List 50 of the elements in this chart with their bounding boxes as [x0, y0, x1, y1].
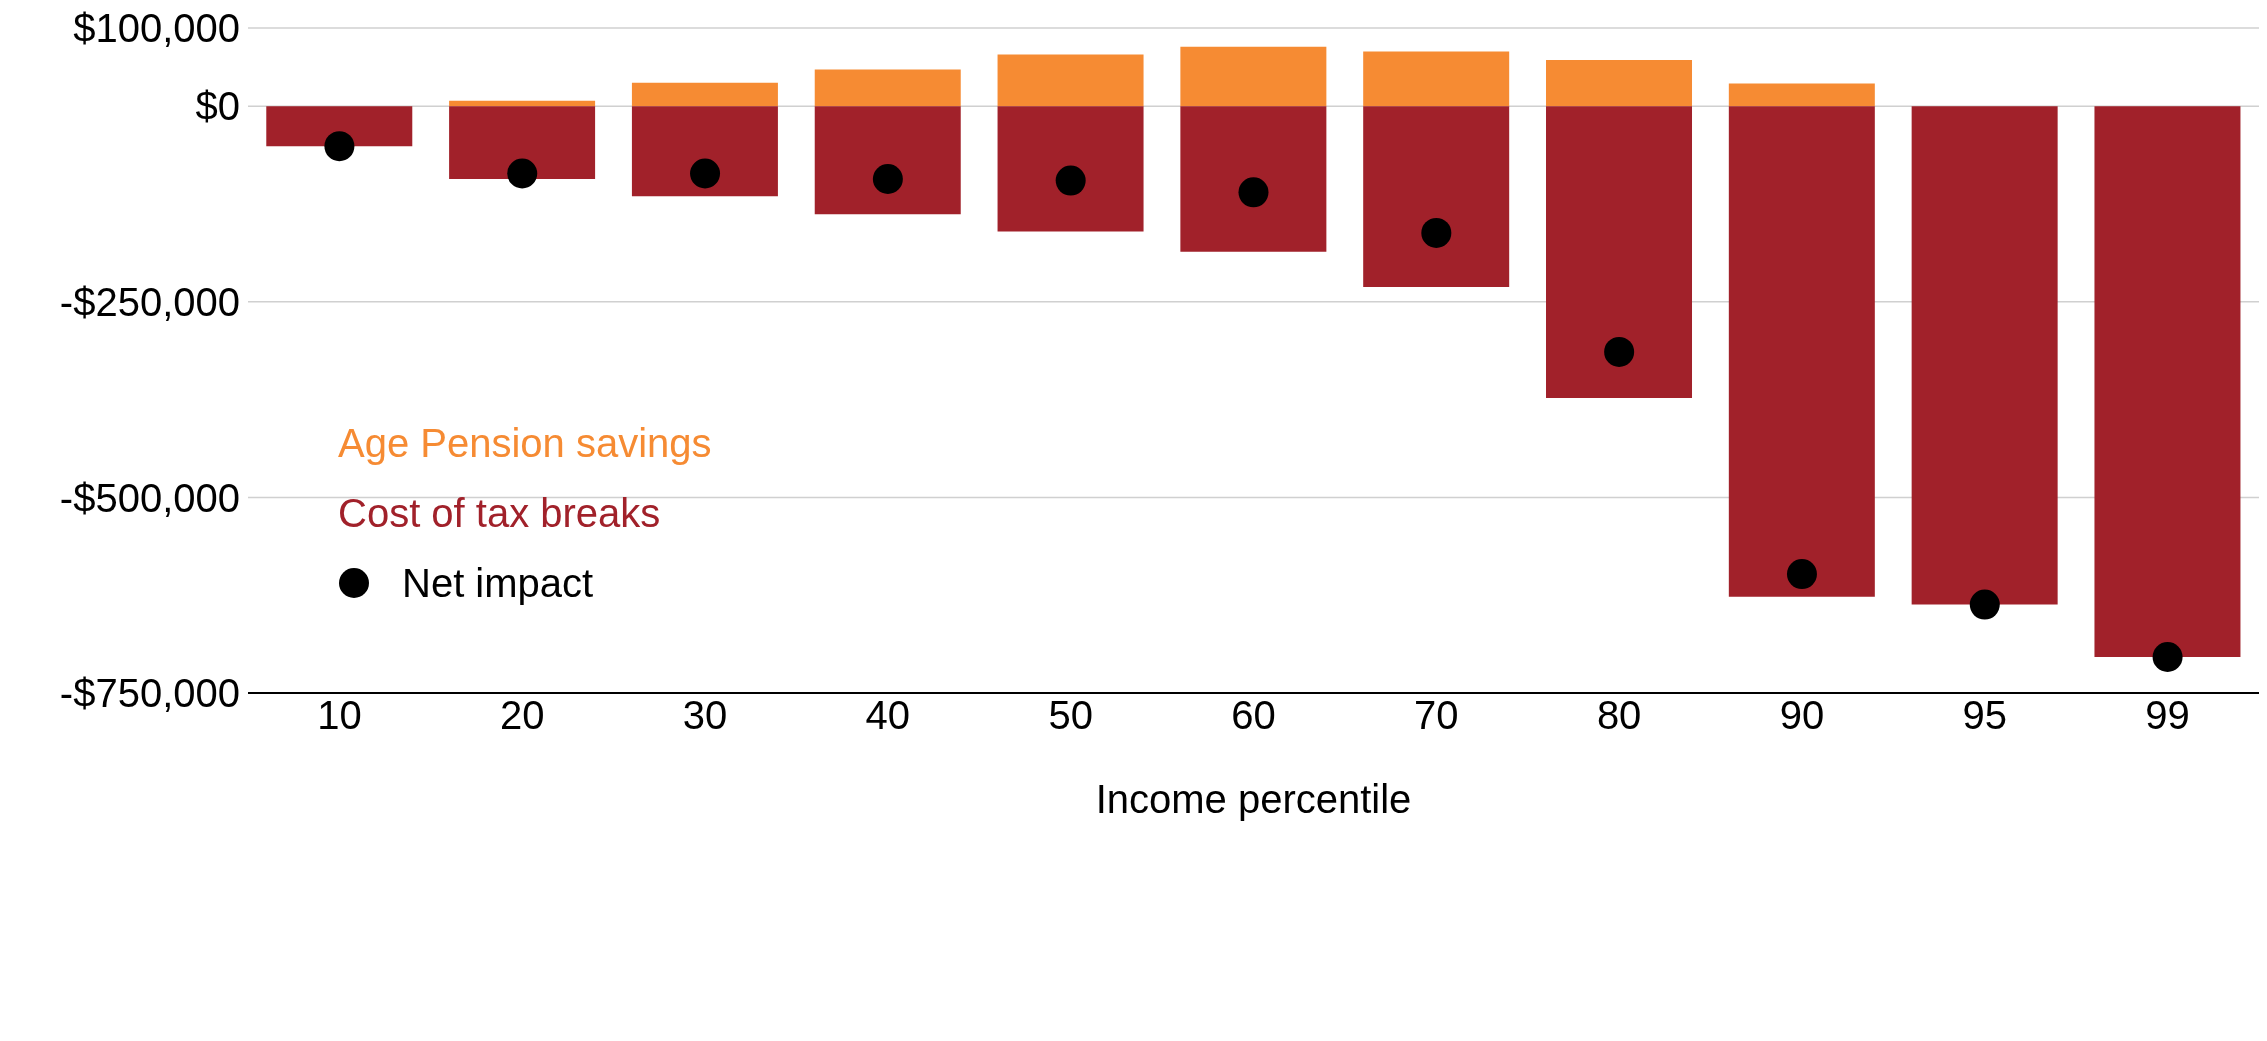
- point: [2152, 642, 2183, 673]
- x-tick-label: 30: [682, 693, 728, 738]
- point: [1786, 559, 1817, 590]
- x-tick-label: 80: [1596, 693, 1642, 738]
- x-tick-label: 70: [1414, 693, 1459, 738]
- bar: [1180, 106, 1327, 252]
- y-tick-label: -$750,000: [59, 671, 240, 716]
- x-tick-label: 99: [2145, 693, 2190, 738]
- bar: [814, 106, 961, 215]
- point: [872, 163, 903, 194]
- point: [1969, 589, 2000, 620]
- x-tick-label: 20: [499, 693, 545, 738]
- y-tick-label: -$250,000: [59, 280, 240, 325]
- x-tick-label: 10: [317, 693, 362, 738]
- bar: [997, 54, 1144, 107]
- point: [690, 158, 721, 189]
- bar: [1546, 106, 1693, 399]
- x-tick-label: 50: [1048, 693, 1093, 738]
- bar: [631, 82, 778, 107]
- x-axis-title: Income percentile: [1095, 777, 1412, 821]
- y-tick-label: -$500,000: [59, 475, 240, 520]
- text: Age Pension savings: [338, 420, 712, 466]
- x-tick-label: 40: [865, 693, 911, 738]
- x-tick-label: 60: [1231, 693, 1276, 738]
- point: [507, 158, 538, 189]
- bar: [631, 106, 778, 197]
- point: [1604, 336, 1635, 367]
- bar: [449, 100, 596, 107]
- bar: [266, 106, 413, 147]
- point: [1238, 177, 1269, 208]
- point: [324, 131, 355, 162]
- point: [1055, 165, 1086, 196]
- y-tick-label: $0: [195, 84, 240, 129]
- bar: [997, 106, 1144, 232]
- bar: [1180, 46, 1327, 107]
- legend-label: Net impact: [402, 560, 594, 606]
- y-tick-label: $100,000: [73, 6, 240, 51]
- bar: [1546, 60, 1693, 107]
- bar: [1911, 106, 2058, 605]
- bar: [1363, 51, 1510, 107]
- x-tick-label: 95: [1962, 693, 2008, 738]
- text: Cost of tax breaks: [338, 490, 661, 536]
- bar: [2094, 106, 2241, 658]
- bar: [1363, 106, 1510, 287]
- bar: [814, 69, 961, 107]
- bar: [449, 106, 596, 179]
- point: [1421, 217, 1452, 248]
- bar: [1728, 106, 1875, 597]
- x-tick-label: 90: [1779, 693, 1825, 738]
- bar: [1728, 83, 1875, 107]
